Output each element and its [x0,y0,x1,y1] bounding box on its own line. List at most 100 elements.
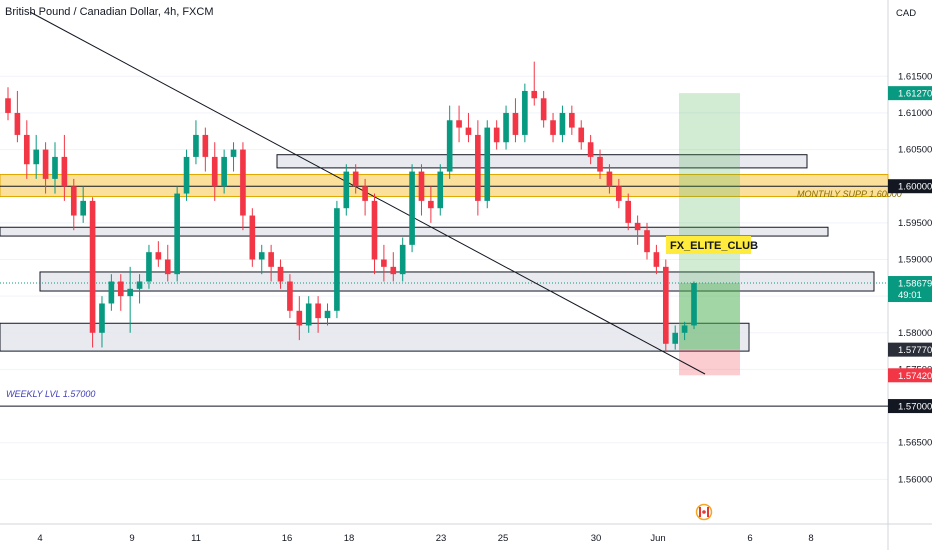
price-badge[interactable]: 1.57420 [888,368,932,383]
candle [334,208,340,311]
price-tick-label: 1.58000 [898,328,932,339]
candle [164,259,171,275]
candle [117,281,124,297]
price-badge-label: 1.58679 [898,279,932,290]
candle [503,112,509,143]
zone-resistance-zone-upper [276,154,808,169]
candle [428,200,434,209]
price-badge-countdown: 49:01 [898,290,922,301]
candle [42,149,49,179]
time-tick-label: 30 [591,533,602,544]
club-label-text: FX_ELITE_CLUB [670,240,758,252]
zone-monthly-support [0,173,889,197]
price-tick-label: 1.56500 [898,438,932,449]
price-badge[interactable]: 1.57000 [888,399,932,414]
candle [587,142,594,157]
candle [343,171,350,209]
price-badge-label: 1.60000 [898,182,932,193]
profit-zone-filled [679,283,740,350]
candle [362,186,368,201]
candle [437,171,444,209]
price-badge-label: 1.57420 [898,371,932,382]
price-badge[interactable]: 1.61270 [888,86,932,101]
time-tick-label: 6 [747,533,752,544]
flag-leaf [702,510,706,514]
candle [211,156,218,187]
price-badge[interactable]: 1.60000 [888,179,932,194]
candle [634,222,641,231]
price-badge-label: 1.57000 [898,402,932,413]
price-badge-bg [888,399,932,414]
candle [672,332,679,344]
candle [550,120,556,135]
price-badge-bg [888,86,932,101]
time-tick-label: 8 [808,533,813,544]
stop-zone [679,349,740,376]
candles [5,61,697,352]
candle [136,281,143,289]
price-badge-bg [888,342,932,357]
chart-title: British Pound / Canadian Dollar, 4h, FXC… [5,6,214,18]
candle [80,200,86,216]
zone-zone-1-578 [0,322,750,352]
candle [70,186,77,216]
candle [381,259,387,267]
price-tick-label: 1.60500 [898,145,932,156]
time-tick-label: 4 [37,533,42,544]
candle [681,325,688,333]
candle [691,282,697,326]
candle [616,186,622,201]
weekly-level-label: WEEKLY LVL 1.57000 [6,389,95,399]
time-axis[interactable]: 4 9 11 16 18 23 25 30 Jun 6 8 [37,533,813,544]
long-position-tool[interactable] [679,93,740,376]
club-label: FX_ELITE_CLUB [666,236,758,254]
candle [352,171,359,187]
candle [446,120,453,172]
time-tick-label: 9 [129,533,134,544]
price-badge[interactable]: 1.57770 [888,342,932,357]
candle [202,134,209,157]
candle [597,156,603,172]
price-badge-label: 1.57770 [898,345,932,356]
candle [475,134,481,201]
candle [52,156,58,179]
price-badge-bg [888,368,932,383]
candle [23,134,30,165]
candle [14,112,21,135]
flag-bar-right [707,507,709,517]
candle [324,310,331,319]
price-tick-label: 1.59500 [898,218,932,229]
time-tick-label: 23 [436,533,447,544]
candle [465,127,472,135]
time-tick-label: Jun [650,533,665,544]
time-tick-label: 16 [282,533,293,544]
candle [484,127,491,201]
zone-zone-1-586 [39,271,875,292]
candle [456,120,462,128]
time-tick-label: 25 [498,533,509,544]
candle [315,303,321,319]
price-badge-bg [888,276,932,303]
monthly-support-label: MONTHLY SUPP 1.60000 [797,189,902,199]
candle [127,288,133,297]
candle [33,149,40,165]
candle [258,252,265,260]
candle [99,303,105,333]
canada-flag-icon [695,503,713,521]
price-tick-label: 1.59000 [898,255,932,266]
candle [287,281,293,311]
candle [296,310,303,326]
flag-bar-left [699,507,701,517]
profit-zone [679,93,740,350]
candle [418,171,425,201]
candle [240,149,246,216]
price-tick-label: 1.61000 [898,108,932,119]
price-axis[interactable]: 1.61500 1.61000 1.60500 1.60000 1.59500 1.590… [888,71,932,485]
candle [221,156,227,187]
candle [399,244,406,275]
price-tick-label: 1.61500 [898,71,932,82]
candle [155,252,162,260]
candle [625,200,632,223]
